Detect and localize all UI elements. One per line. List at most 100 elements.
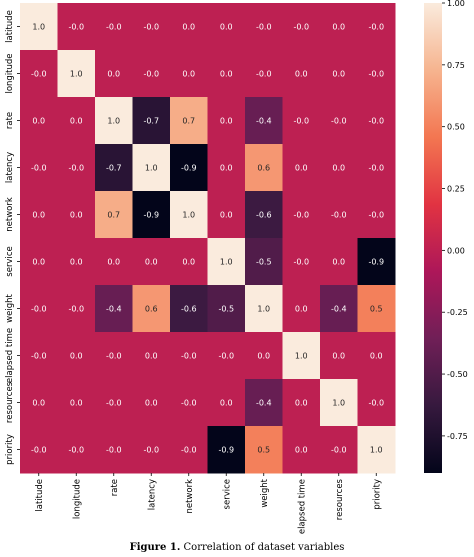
cell-value-label: -0.4 [256, 399, 272, 408]
cell-value-label: -0.0 [368, 164, 384, 173]
x-tick-label: resources [335, 478, 345, 520]
heatmap-cell [95, 332, 133, 380]
cell-value-label: -0.0 [106, 352, 122, 361]
heatmap-cell [207, 3, 246, 51]
cell-value-label: 0.0 [295, 164, 308, 173]
y-tick-label: longitude [5, 53, 15, 93]
heatmap-cell [282, 50, 321, 98]
heatmap-cell [170, 285, 208, 333]
heatmap-cell [207, 50, 246, 98]
cell-value-label: -0.9 [368, 258, 384, 267]
cell-value-label: 0.0 [220, 70, 233, 79]
heatmap-cell [320, 191, 358, 239]
heatmap-cell [282, 238, 321, 286]
cell-value-label: -0.0 [293, 117, 309, 126]
heatmap-cell [357, 144, 396, 192]
colorbar-tick-label: -0.75 [447, 432, 468, 441]
heatmap-cell [170, 191, 208, 239]
cell-value-label: -0.0 [68, 446, 84, 455]
x-tick-label: elapsed time [297, 479, 307, 534]
colorbar-ticks: 1.00 0.75 0.50 0.25 0.00 -0.25 -0.50 -0.75 [442, 0, 468, 441]
heatmap-cell [357, 285, 396, 333]
cell-value-label: 0.5 [257, 446, 270, 455]
cell-value-label: 0.0 [182, 258, 195, 267]
heatmap-cell [132, 144, 171, 192]
x-tick-label: latitude [35, 479, 45, 512]
heatmap-cell [20, 50, 58, 98]
cell-value-label: -0.0 [68, 305, 84, 314]
cell-value-label: -0.0 [143, 23, 159, 32]
cell-value-label: 1.0 [70, 70, 83, 79]
cell-value-label: 0.5 [370, 305, 383, 314]
heatmap-cell [207, 97, 246, 145]
heatmap-cell [95, 97, 133, 145]
cell-value-label: 0.0 [332, 23, 345, 32]
heatmap-cell [95, 191, 133, 239]
heatmap-cell [357, 3, 396, 51]
heatmap-cell [207, 238, 246, 286]
heatmap-cell [357, 332, 396, 380]
heatmap-cell [282, 144, 321, 192]
cell-value-label: -0.0 [331, 446, 347, 455]
heatmap-cell [207, 426, 246, 474]
cell-value-label: -0.6 [256, 211, 272, 220]
heatmap-cell [282, 426, 321, 474]
heatmap-cell [95, 144, 133, 192]
cell-value-label: -0.0 [143, 70, 159, 79]
cell-value-label: -0.0 [106, 446, 122, 455]
x-tick-label: priority [372, 479, 382, 510]
cell-value-label: 0.0 [332, 352, 345, 361]
cell-value-label: -0.9 [181, 164, 197, 173]
cell-value-label: 0.0 [332, 258, 345, 267]
cell-value-label: -0.0 [293, 211, 309, 220]
cell-value-label: -0.5 [218, 305, 234, 314]
heatmap-cell [245, 3, 283, 51]
cell-value-label: -0.0 [31, 305, 47, 314]
heatmap-cell [95, 379, 133, 427]
cell-value-label: 0.0 [70, 352, 83, 361]
cell-value-label: -0.0 [31, 352, 47, 361]
heatmap-cell [20, 332, 58, 380]
figure-label: Figure 1. [129, 542, 181, 553]
heatmap-cell [320, 332, 358, 380]
x-tick-label: latency [147, 479, 157, 510]
heatmap-cell [20, 191, 58, 239]
heatmap-cell [357, 191, 396, 239]
heatmap-cell [320, 426, 358, 474]
cell-value-label: 0.0 [295, 305, 308, 314]
heatmap-cell [282, 191, 321, 239]
heatmap-cell [245, 238, 283, 286]
heatmap-cell [132, 50, 171, 98]
heatmap-cell [95, 426, 133, 474]
heatmap-cell [245, 332, 283, 380]
cell-value-label: 0.0 [70, 399, 83, 408]
heatmap-cell [282, 97, 321, 145]
heatmap-cell [245, 191, 283, 239]
heatmap-cell [20, 144, 58, 192]
cell-value-label: 0.0 [295, 399, 308, 408]
cell-value-label: -0.0 [256, 23, 272, 32]
y-tick-labels: latitude longitude rate latency network servi… [5, 10, 20, 465]
y-tick-label: weight [5, 294, 15, 323]
heatmap-cell [357, 97, 396, 145]
heatmap-cell [245, 50, 283, 98]
heatmap-cell [320, 97, 358, 145]
heatmap-cell [57, 285, 96, 333]
heatmap-cell [20, 379, 58, 427]
x-tick-labels: latitude longitude rate latency network servi… [35, 473, 382, 534]
cell-value-label: 1.0 [107, 117, 120, 126]
cell-value-label: 0.0 [370, 352, 383, 361]
heatmap-cell [95, 50, 133, 98]
cell-value-label: -0.4 [106, 305, 122, 314]
caption-text: Correlation of dataset variables [183, 542, 345, 553]
cell-value-label: -0.0 [368, 211, 384, 220]
cell-value-label: 0.0 [107, 258, 120, 267]
cell-value-label: -0.0 [293, 23, 309, 32]
cell-value-label: -0.7 [106, 164, 122, 173]
heatmap-cell [245, 285, 283, 333]
heatmap-cell [170, 332, 208, 380]
heatmap-cell [132, 97, 171, 145]
heatmap-cell [132, 426, 171, 474]
cell-value-label: 0.0 [257, 352, 270, 361]
cell-value-label: 0.6 [145, 305, 158, 314]
